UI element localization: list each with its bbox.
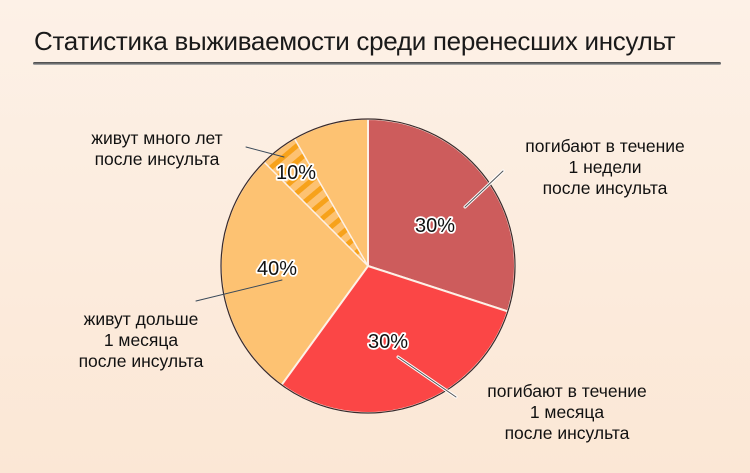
pct-years: 10% [276, 162, 316, 184]
pct-longer: 40% [257, 258, 297, 280]
title-underline [33, 62, 721, 65]
label-live-longer-than-month: живут дольше 1 месяца после инсульта [78, 309, 204, 371]
pct-week: 30% [415, 215, 455, 237]
label-die-within-month: погибают в течение 1 месяца после инсуль… [487, 381, 647, 443]
label-die-within-week: погибают в течение 1 недели после инсуль… [525, 136, 685, 198]
pct-month: 30% [368, 331, 408, 353]
label-live-many-years: живут много лет после инсульта [91, 128, 223, 169]
chart-title: Статистика выживаемости среди перенесших… [34, 26, 676, 56]
